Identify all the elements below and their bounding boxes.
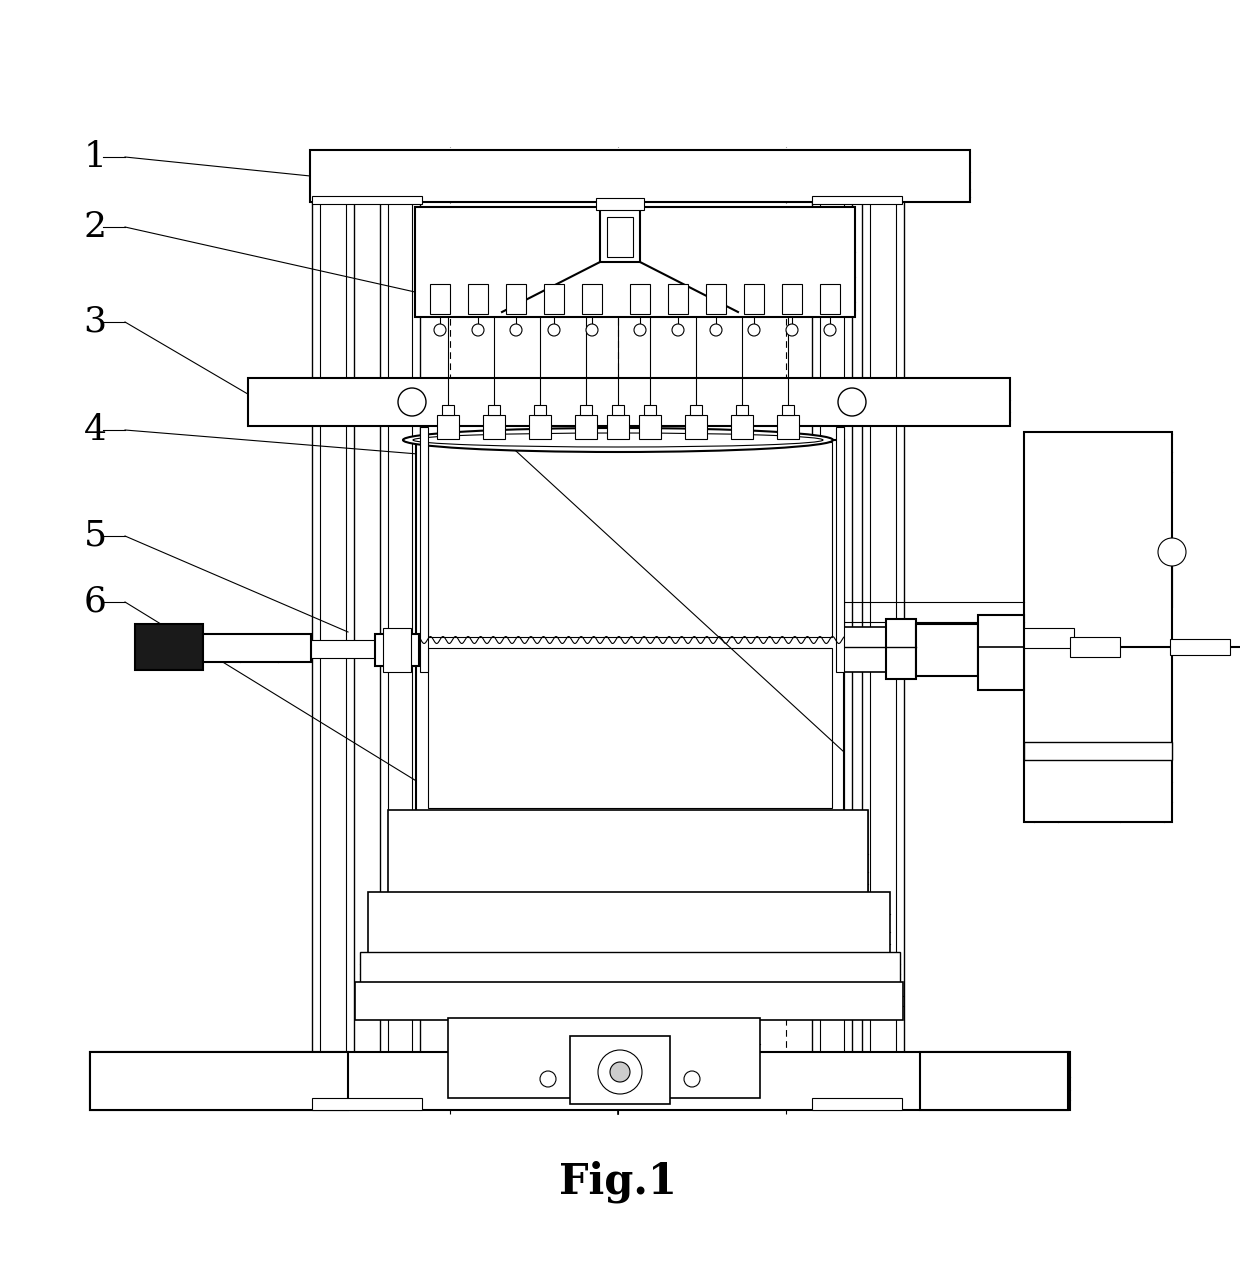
Circle shape (748, 324, 760, 336)
Bar (600, 207, 640, 262)
Bar (862, 197, 904, 1107)
Circle shape (398, 387, 427, 416)
Text: 1: 1 (83, 140, 107, 174)
Circle shape (1158, 538, 1185, 565)
Bar (732, 415, 753, 439)
Bar (311, 640, 383, 658)
Circle shape (434, 324, 446, 336)
Circle shape (634, 324, 646, 336)
Bar (489, 405, 500, 415)
Bar (436, 415, 459, 439)
Text: 4: 4 (83, 413, 107, 447)
Bar (777, 415, 799, 439)
Bar (484, 415, 505, 439)
Circle shape (610, 1063, 630, 1082)
Bar (430, 284, 450, 314)
Bar (582, 284, 601, 314)
Bar (203, 634, 311, 663)
Bar (1024, 432, 1172, 822)
Text: 5: 5 (83, 519, 107, 553)
Bar (608, 415, 629, 439)
Bar (744, 284, 764, 314)
Bar (613, 405, 624, 415)
Bar (920, 1053, 1068, 1111)
Bar (812, 196, 901, 204)
Circle shape (825, 324, 836, 336)
Bar (1024, 742, 1172, 760)
Text: 2: 2 (83, 209, 107, 244)
Bar (360, 952, 900, 984)
Bar (312, 197, 353, 1107)
Bar (737, 405, 748, 415)
Circle shape (587, 324, 598, 336)
Circle shape (539, 1071, 556, 1087)
Bar (836, 427, 844, 671)
Bar (570, 1036, 670, 1104)
Bar (428, 647, 832, 808)
Bar (368, 892, 890, 954)
Bar (978, 615, 1024, 690)
Bar (639, 415, 661, 439)
Circle shape (548, 324, 560, 336)
Bar (544, 284, 564, 314)
Text: Fig.1: Fig.1 (559, 1161, 677, 1203)
Bar (1171, 639, 1230, 655)
Bar (415, 207, 856, 317)
Bar (782, 284, 802, 314)
Circle shape (838, 387, 866, 416)
Bar (529, 415, 551, 439)
Ellipse shape (413, 433, 823, 447)
Text: 6: 6 (83, 586, 107, 618)
Bar (812, 197, 852, 1107)
Circle shape (684, 1071, 701, 1087)
Bar (844, 627, 887, 671)
Bar (644, 405, 656, 415)
Bar (608, 217, 632, 257)
Bar (135, 623, 203, 670)
Bar (467, 284, 489, 314)
Ellipse shape (403, 428, 833, 452)
Bar (448, 1018, 760, 1098)
Bar (630, 284, 650, 314)
Bar (91, 1053, 1070, 1111)
Circle shape (472, 324, 484, 336)
Circle shape (786, 324, 799, 336)
Bar (379, 197, 420, 1107)
Bar (684, 415, 707, 439)
Bar (534, 405, 546, 415)
Bar (383, 628, 410, 671)
Bar (248, 379, 1011, 427)
Bar (355, 982, 903, 1020)
Bar (668, 284, 688, 314)
Bar (706, 284, 725, 314)
Bar (782, 405, 794, 415)
Bar (91, 1053, 348, 1111)
Bar (887, 618, 916, 679)
Bar (310, 150, 970, 202)
Circle shape (711, 324, 722, 336)
Circle shape (672, 324, 684, 336)
Bar (428, 442, 832, 637)
Bar (812, 1098, 901, 1111)
Bar (575, 415, 596, 439)
Bar (312, 1098, 422, 1111)
Bar (388, 810, 868, 893)
Bar (420, 427, 428, 671)
Bar (1024, 628, 1074, 647)
Bar (506, 284, 526, 314)
Bar (1070, 637, 1120, 658)
Bar (441, 405, 454, 415)
Bar (415, 440, 844, 811)
Text: 3: 3 (83, 305, 107, 339)
Circle shape (510, 324, 522, 336)
Bar (312, 196, 422, 204)
Bar (916, 623, 978, 676)
Bar (820, 284, 839, 314)
Bar (580, 405, 591, 415)
Circle shape (598, 1050, 642, 1094)
Bar (596, 198, 644, 209)
Bar (689, 405, 702, 415)
Bar (374, 634, 419, 666)
